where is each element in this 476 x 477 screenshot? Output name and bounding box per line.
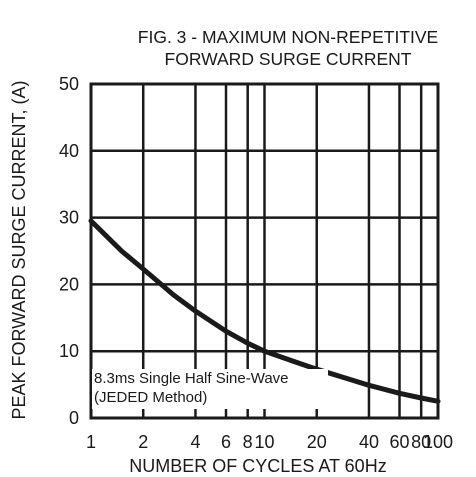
y-axis-title: PEAK FORWARD SURGE CURRENT, (A) [9, 80, 29, 419]
x-tick-label-10: 10 [254, 432, 274, 452]
x-tick-label-80: 80 [411, 432, 431, 452]
x-tick-label-40: 40 [359, 432, 379, 452]
annotation-line-1: 8.3ms Single Half Sine-Wave [94, 370, 289, 387]
x-axis-title: NUMBER OF CYCLES AT 60Hz [129, 456, 386, 476]
y-tick-label-10: 10 [59, 341, 79, 361]
y-tick-label-30: 30 [59, 208, 79, 228]
x-tick-label-4: 4 [190, 432, 200, 452]
y-tick-label-40: 40 [59, 141, 79, 161]
plot-frame [89, 82, 440, 420]
y-tick-label-0: 0 [69, 408, 79, 428]
annotation-box: 8.3ms Single Half Sine-Wave (JEDED Metho… [92, 369, 328, 409]
y-tick-labels: 0 10 20 30 40 50 [59, 74, 79, 428]
plot-grid [89, 82, 440, 420]
annotation-line-2: (JEDED Method) [94, 389, 207, 406]
plot-series [88, 218, 441, 404]
chart-title-line-2: FORWARD SURGE CURRENT [165, 49, 412, 69]
x-tick-label-60: 60 [389, 432, 409, 452]
x-tick-label-100: 100 [423, 432, 453, 452]
y-tick-label-20: 20 [59, 274, 79, 294]
y-tick-label-50: 50 [59, 74, 79, 94]
x-tick-label-8: 8 [243, 432, 253, 452]
x-tick-label-6: 6 [221, 432, 231, 452]
x-tick-label-20: 20 [307, 432, 327, 452]
chart-title-line-1: FIG. 3 - MAXIMUM NON-REPETITIVE [138, 27, 438, 47]
surge-current-curve-1 [88, 218, 441, 404]
annotation-background [92, 369, 328, 409]
x-tick-label-2: 2 [138, 432, 148, 452]
x-tick-label-1: 1 [86, 432, 96, 452]
